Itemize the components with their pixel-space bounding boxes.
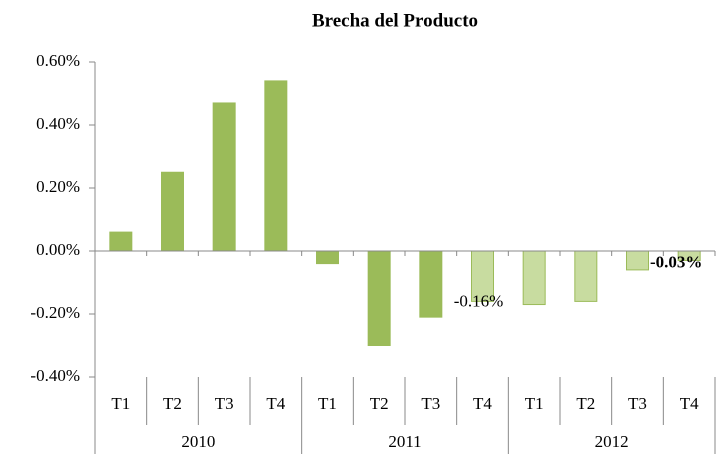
chart-title: Brecha del Producto <box>312 10 478 31</box>
x-tick-label: T3 <box>628 394 647 413</box>
x-tick-label: T2 <box>163 394 182 413</box>
bar <box>161 171 184 252</box>
y-tick-label: 0.20% <box>36 177 80 196</box>
bar <box>574 250 598 302</box>
bar <box>367 250 391 346</box>
x-tick-label: T4 <box>473 394 492 413</box>
bar <box>109 231 133 252</box>
bar <box>522 250 546 306</box>
x-tick-label: T1 <box>111 394 130 413</box>
bar <box>626 250 649 271</box>
y-tick-label: -0.20% <box>30 303 80 322</box>
x-tick-label: T3 <box>215 394 234 413</box>
year-label: 2010 <box>181 432 215 451</box>
year-label: 2011 <box>388 432 421 451</box>
x-tick-label: T3 <box>421 394 440 413</box>
x-tick-label: T4 <box>680 394 699 413</box>
bar <box>212 102 236 252</box>
year-label: 2012 <box>595 432 629 451</box>
x-tick-label: T1 <box>525 394 544 413</box>
y-tick-label: 0.00% <box>36 240 80 259</box>
x-tick-label: T4 <box>266 394 285 413</box>
x-tick-label: T1 <box>318 394 337 413</box>
bar <box>419 250 443 318</box>
x-tick-label: T2 <box>576 394 595 413</box>
bar <box>316 250 339 265</box>
data-label: -0.16% <box>454 291 504 310</box>
y-tick-label: -0.40% <box>30 366 80 385</box>
y-tick-label: 0.40% <box>36 114 80 133</box>
y-tick-label: 0.60% <box>36 51 80 70</box>
bar <box>264 80 288 252</box>
x-tick-label: T2 <box>370 394 389 413</box>
data-label: -0.03% <box>650 252 702 271</box>
